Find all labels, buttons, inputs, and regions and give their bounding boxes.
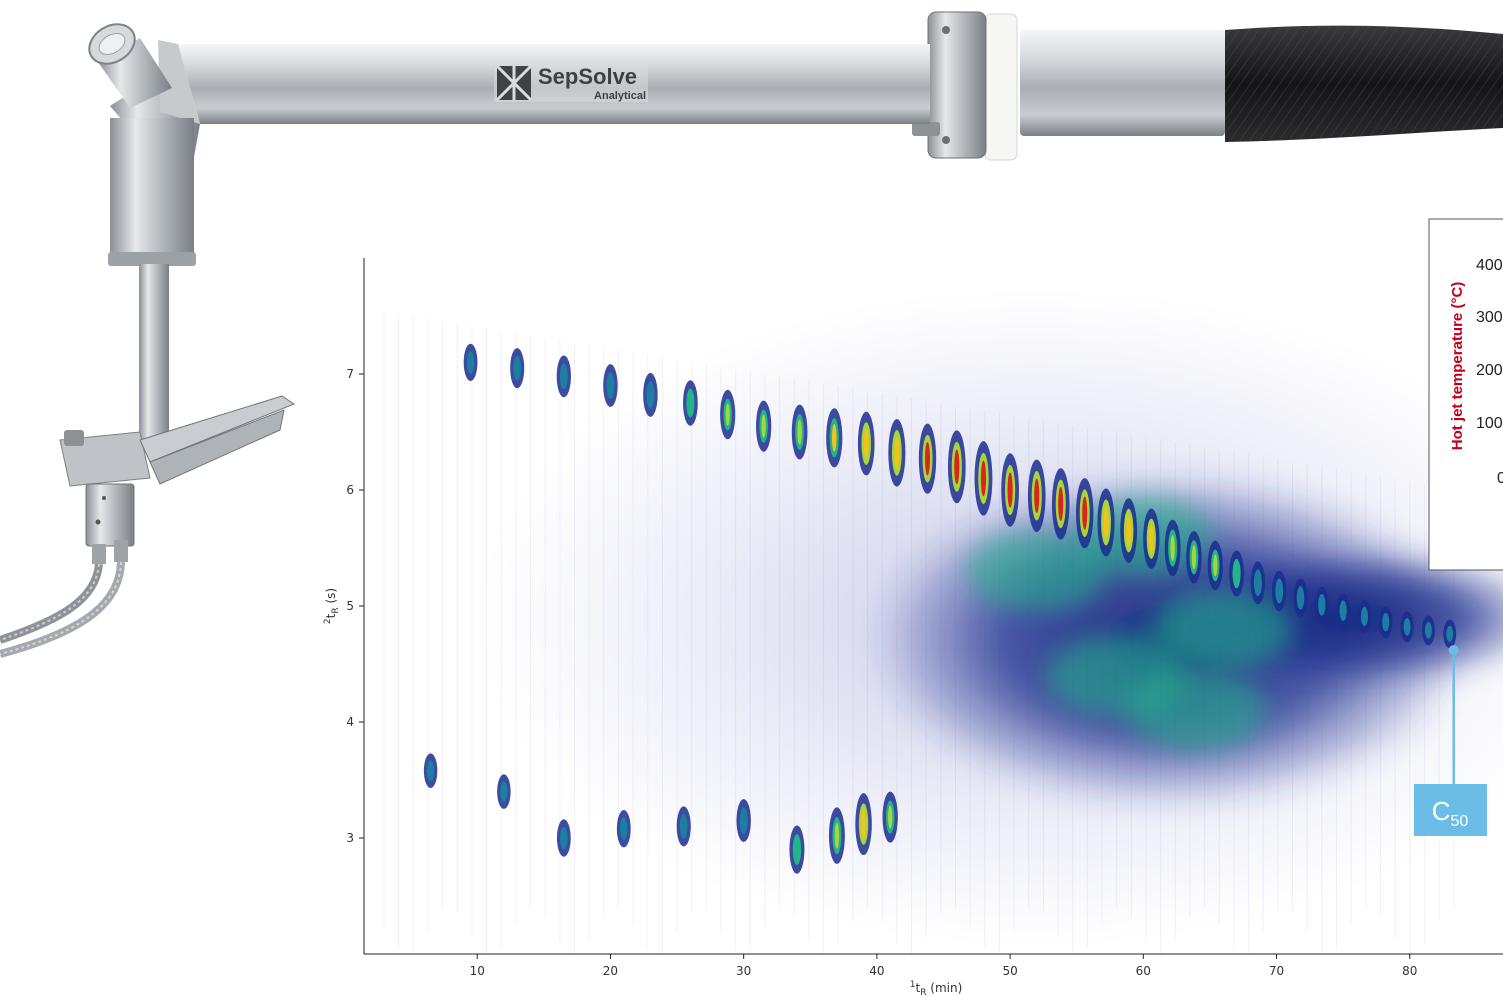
peak-upper xyxy=(1443,619,1457,649)
peak-lower xyxy=(497,774,511,809)
y-ticks: 3 4 5 6 7 xyxy=(346,367,364,845)
sepsolve-logo: SepSolve Analytical xyxy=(494,64,648,102)
ucm-blob xyxy=(1153,589,1294,670)
x-tick-label: 80 xyxy=(1402,964,1417,978)
x-tick-label: 20 xyxy=(603,964,618,978)
peak-upper xyxy=(603,364,618,408)
peak-upper xyxy=(791,404,808,460)
y-tick-label: 4 xyxy=(346,715,354,729)
peak-upper xyxy=(683,380,698,426)
inset-title: Hot jet temperature (°C) xyxy=(1449,282,1466,451)
peak-upper xyxy=(643,372,658,417)
y-tick-label: 7 xyxy=(346,367,354,381)
y-tick-label: 3 xyxy=(346,831,354,845)
modulator-photo: SepSolve Analytical xyxy=(0,11,1503,658)
x-tick-label: 10 xyxy=(470,964,485,978)
peak-layer xyxy=(423,343,1457,874)
peak-lower xyxy=(789,825,805,874)
peak-upper xyxy=(1336,593,1350,628)
y-axis-title-group: 2tR (s) xyxy=(323,588,341,624)
peak-upper xyxy=(1097,488,1115,557)
peak-upper xyxy=(1027,459,1046,532)
peak-upper xyxy=(888,419,906,487)
c50-callout: C50 xyxy=(1414,645,1487,836)
peak-upper xyxy=(1001,453,1019,527)
peak-upper xyxy=(1120,498,1138,563)
inset-tick-label: 100 xyxy=(1476,415,1503,432)
inset-tick-label: 400 xyxy=(1476,257,1503,274)
callout-box xyxy=(1414,784,1487,836)
plot-area xyxy=(383,287,1503,954)
y-tick-label: 5 xyxy=(346,599,354,613)
peak-upper xyxy=(1229,550,1244,597)
logo-name: SepSolve xyxy=(538,64,637,89)
peak-lower xyxy=(616,810,631,848)
x-tick-label: 30 xyxy=(736,964,751,978)
peak-lower xyxy=(423,753,438,789)
x-tick-label: 50 xyxy=(1002,964,1017,978)
peak-upper xyxy=(1250,561,1266,605)
peak-upper xyxy=(826,408,843,468)
inset-tick-label: 0 xyxy=(1497,470,1503,487)
y-tick-label: 6 xyxy=(346,483,354,497)
inset-tick-label: 200 xyxy=(1476,362,1503,379)
callout-label: C50 xyxy=(1432,796,1469,830)
chromatogram-plot: 10 20 30 40 50 60 70 80 3 4 5 6 7 1tR (min) 2tR (s) xyxy=(323,258,1503,996)
x-tick-label: 60 xyxy=(1136,964,1151,978)
callout-dot xyxy=(1448,645,1459,656)
ucm-blob xyxy=(1126,670,1267,751)
peak-upper xyxy=(1143,508,1160,569)
peak-upper xyxy=(1076,478,1094,549)
peak-upper xyxy=(1421,615,1435,646)
peak-upper xyxy=(1272,570,1287,612)
peak-lower xyxy=(828,807,845,864)
peak-upper xyxy=(1186,530,1202,584)
x-ticks: 10 20 30 40 50 60 70 80 xyxy=(470,954,1417,978)
peak-upper xyxy=(974,441,993,516)
peak-upper xyxy=(755,400,772,452)
logo-sub: Analytical xyxy=(594,90,646,102)
ucm-cloud xyxy=(869,470,1503,811)
peak-upper xyxy=(857,411,875,476)
inset-frame xyxy=(1428,218,1503,571)
peak-lower xyxy=(556,819,571,857)
y-axis-title: 2tR (s) xyxy=(323,588,341,624)
inset-ticks: 400 300 200 100 0 xyxy=(1476,257,1503,487)
peak-upper xyxy=(947,430,966,504)
peak-upper xyxy=(1400,611,1414,643)
peak-upper xyxy=(1379,606,1393,639)
peak-upper xyxy=(1207,540,1223,591)
peak-upper xyxy=(463,343,478,382)
peak-lower xyxy=(855,793,872,856)
peak-lower xyxy=(676,806,691,847)
peak-lower xyxy=(882,791,898,843)
temperature-inset: Hot jet temperature (°C) 400 300 200 100 0 xyxy=(1428,218,1503,571)
peak-upper xyxy=(720,389,736,440)
peak-upper xyxy=(918,423,937,494)
peak-upper xyxy=(556,355,571,398)
peak-upper xyxy=(510,348,525,389)
peak-upper xyxy=(1314,586,1329,623)
peak-upper xyxy=(1357,599,1372,633)
inset-title-group: Hot jet temperature (°C) xyxy=(1449,282,1466,451)
x-tick-label: 70 xyxy=(1269,964,1284,978)
peak-upper xyxy=(1051,468,1070,540)
ucm-blob xyxy=(966,531,1107,612)
inset-tick-label: 300 xyxy=(1476,309,1503,326)
peak-lower xyxy=(736,799,751,843)
x-tick-label: 40 xyxy=(869,964,884,978)
x-axis-title: 1tR (min) xyxy=(910,980,963,996)
peak-upper xyxy=(1164,519,1181,577)
peak-upper xyxy=(1293,578,1308,618)
